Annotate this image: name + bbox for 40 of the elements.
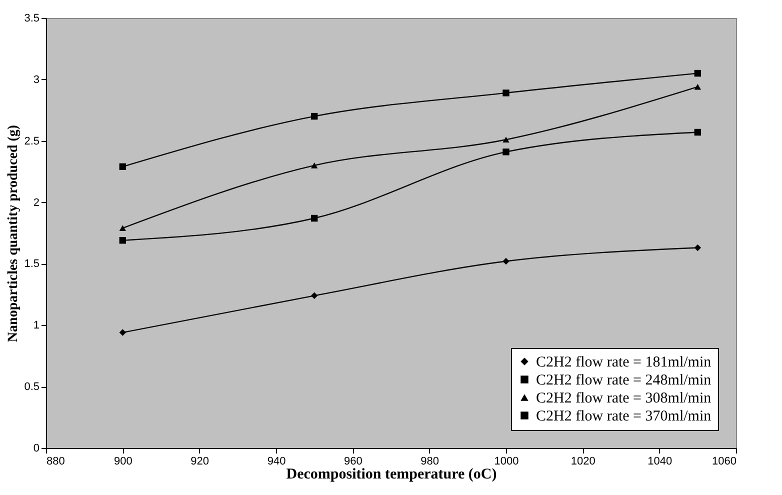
x-tick-label: 920: [190, 456, 210, 468]
legend-label: C2H2 flow rate = 308ml/min: [536, 390, 712, 406]
x-tick-label: 900: [114, 456, 132, 468]
legend-label: C2H2 flow rate = 370ml/min: [536, 408, 712, 424]
y-tick-label: 3: [33, 74, 40, 86]
x-tick-label: 940: [267, 456, 286, 468]
x-tick-label: 960: [344, 456, 362, 468]
x-tick-label: 1060: [712, 456, 736, 468]
point: [310, 214, 318, 222]
point: [502, 148, 510, 156]
y-tick-label: 3.5: [24, 12, 40, 24]
legend-label: C2H2 flow rate = 181ml/min: [536, 354, 712, 370]
y-tick-label: 0: [33, 442, 40, 454]
y-tick-label: 0.5: [24, 381, 40, 394]
point: [119, 163, 126, 170]
point: [694, 84, 702, 90]
point: [119, 329, 126, 336]
point: [502, 136, 510, 143]
point: [502, 258, 510, 265]
point: [694, 128, 702, 136]
y-tick-label: 1.5: [24, 258, 40, 270]
point: [694, 244, 702, 252]
x-tick-label: 880: [46, 456, 65, 468]
y-tick-label: 1: [33, 320, 40, 332]
y-axis-title: Nanoparticles quantity produced (g): [6, 124, 22, 342]
x-tick-label: 1020: [570, 456, 596, 468]
point: [310, 112, 318, 120]
x-tick-label: 1000: [494, 456, 519, 468]
x-axis-title: Decomposition temperature (oC): [286, 466, 497, 482]
point: [310, 292, 318, 300]
legend-label: C2H2 flow rate = 248ml/min: [536, 372, 712, 388]
point: [694, 70, 702, 77]
point: [310, 162, 318, 168]
point: [119, 237, 126, 244]
y-tick-label: 2: [33, 196, 40, 209]
x-tick-label: 980: [420, 456, 440, 468]
x-tick-label: 1040: [648, 456, 672, 468]
point: [119, 225, 126, 231]
y-tick-label: 2.5: [24, 135, 40, 148]
point: [502, 90, 510, 96]
